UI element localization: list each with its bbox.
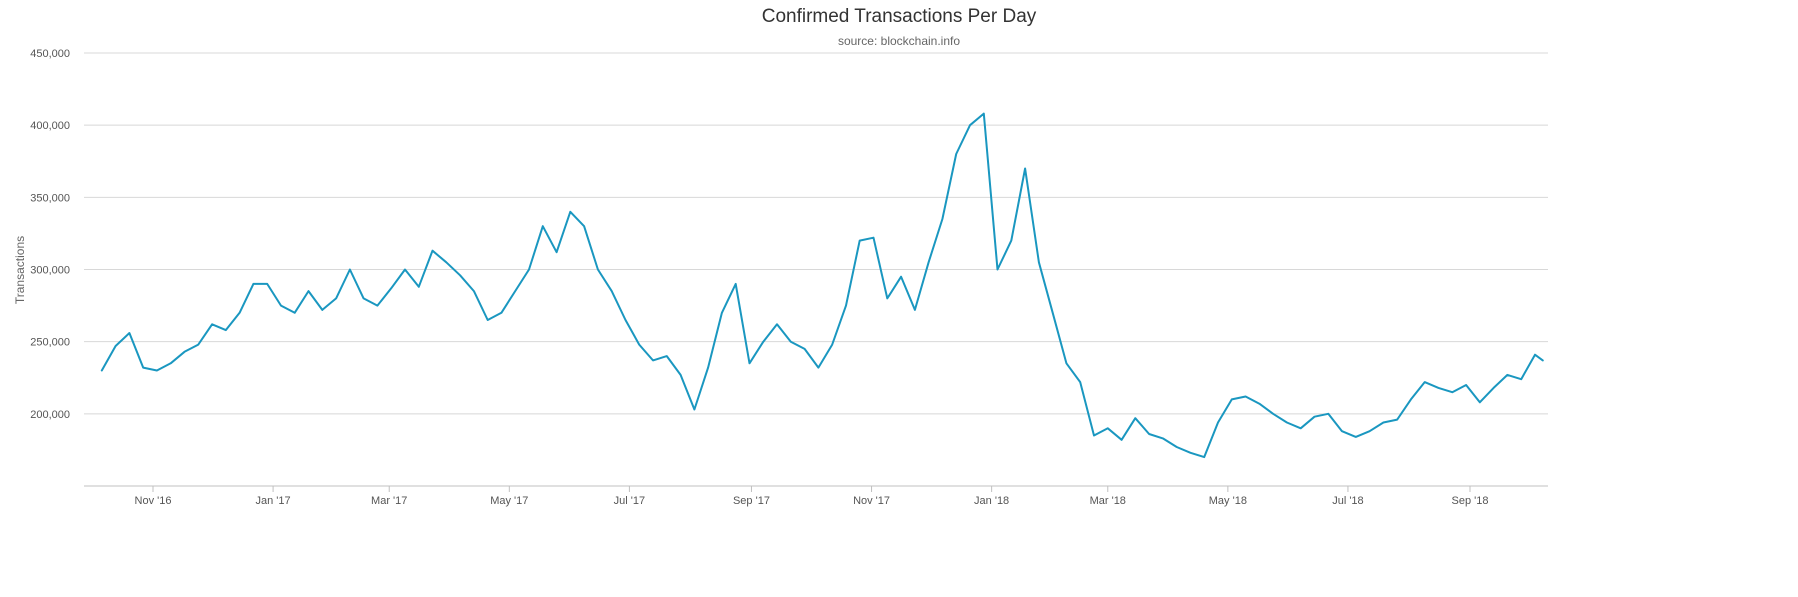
y-tick-label: 300,000 bbox=[30, 265, 70, 277]
x-tick-label: Sep '17 bbox=[733, 495, 770, 507]
chart-subtitle: source: blockchain.info bbox=[837, 34, 961, 48]
x-axis: Nov '16 Jan '17 Mar '17 May '17 Jul '17 Sep '… bbox=[84, 485, 1548, 507]
x-tick-label: Jan '18 bbox=[974, 495, 1009, 507]
x-tick-label: Mar '17 bbox=[371, 495, 407, 507]
grid-lines bbox=[84, 52, 1548, 415]
x-tick-label: May '18 bbox=[1209, 495, 1247, 507]
y-tick-label: 400,000 bbox=[30, 120, 70, 132]
x-tick-label: Mar '18 bbox=[1090, 495, 1126, 507]
y-tick-label: 450,000 bbox=[30, 48, 70, 60]
series-layer bbox=[100, 112, 1544, 459]
y-axis-title: Transactions bbox=[13, 236, 27, 304]
x-tick-label: Nov '16 bbox=[135, 495, 172, 507]
x-tick-label: Sep '18 bbox=[1452, 495, 1489, 507]
x-tick-label: Jul '18 bbox=[1332, 495, 1363, 507]
x-tick-label: Jul '17 bbox=[614, 495, 645, 507]
chart-title: Confirmed Transactions Per Day bbox=[761, 6, 1037, 27]
y-tick-label: 200,000 bbox=[30, 409, 70, 421]
y-axis-ticks: 200,000 250,000 300,000 350,000 400,000 450,0… bbox=[30, 48, 70, 421]
series-line bbox=[100, 112, 1544, 459]
y-tick-label: 350,000 bbox=[30, 192, 70, 204]
x-tick-label: Nov '17 bbox=[853, 495, 890, 507]
y-tick-label: 250,000 bbox=[30, 337, 70, 349]
x-tick-label: May '17 bbox=[490, 495, 528, 507]
x-tick-label: Jan '17 bbox=[256, 495, 291, 507]
